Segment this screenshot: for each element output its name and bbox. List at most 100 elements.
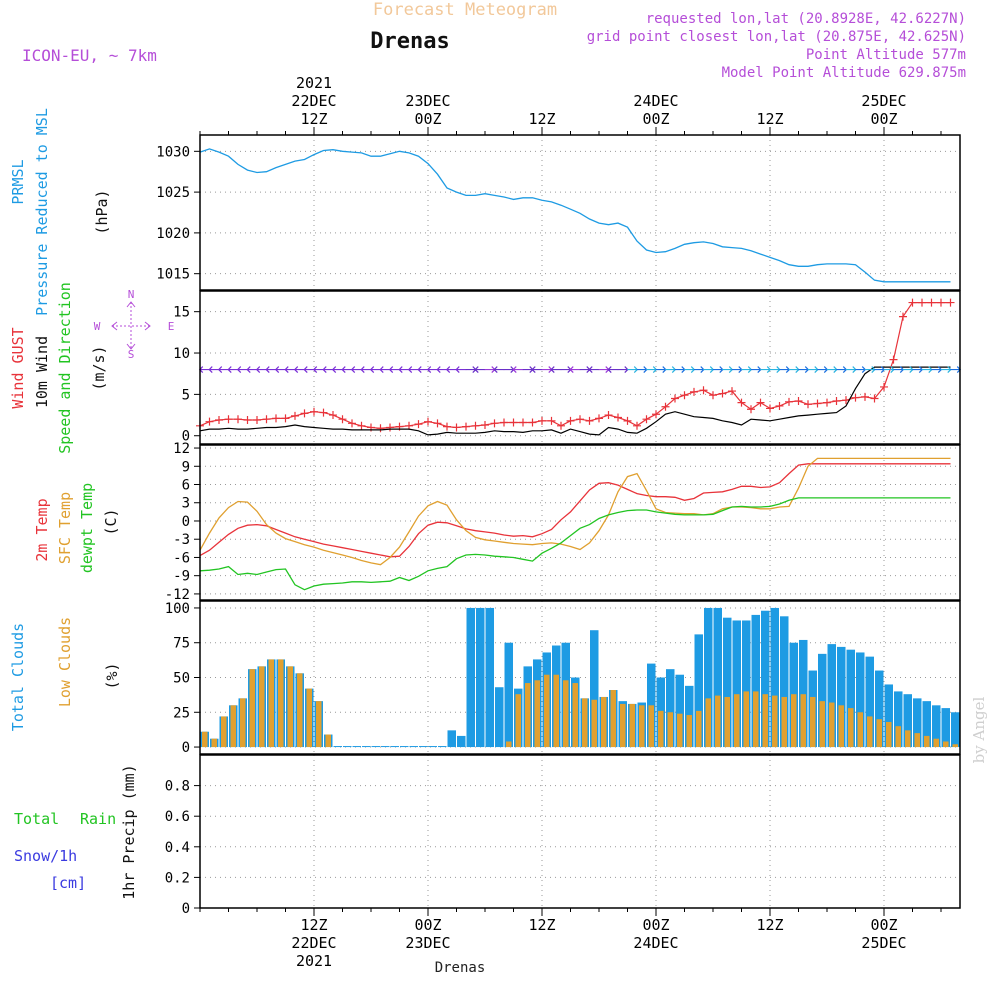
total-clouds-bar [419, 746, 428, 748]
total-clouds-bar [922, 701, 931, 748]
wind-direction-arrow [303, 366, 315, 373]
wind-direction-arrow [227, 366, 239, 373]
pressure-label-msl: Pressure Reduced to MSL [33, 108, 51, 316]
total-clouds-bar [780, 616, 789, 748]
gust-point [623, 416, 632, 425]
panel-frame [199, 754, 961, 909]
wind-direction-arrow [665, 366, 677, 373]
low-clouds-bar [221, 716, 227, 748]
top-time-label: 25DEC [861, 92, 906, 110]
wind-direction-arrow [798, 366, 810, 373]
total-clouds-bar [457, 735, 466, 748]
gust-point [348, 419, 356, 428]
temp-ytick-label: -6 [173, 550, 190, 566]
gust-point [310, 407, 318, 416]
point-altitude: Point Altitude 577m [806, 47, 966, 63]
total-clouds-bar [799, 639, 808, 748]
total-clouds-bar [333, 746, 342, 748]
bottom-time-label: 00Z [870, 916, 897, 934]
low-clouds-bar [658, 710, 664, 748]
model-altitude: Model Point Altitude 629.875m [722, 65, 966, 81]
low-clouds-bar [876, 719, 882, 748]
wind-direction-arrow [598, 366, 610, 373]
clouds-ytick-label: 25 [173, 705, 190, 721]
wind-direction-arrow [817, 366, 829, 373]
low-clouds-bar [696, 710, 702, 748]
gust-point [329, 411, 337, 420]
clouds-ytick-label: 0 [182, 740, 190, 756]
low-clouds-bar [810, 696, 816, 748]
top-time-label: 22DEC [291, 92, 336, 110]
gust-point [718, 389, 727, 398]
wind-direction-arrow [588, 366, 600, 373]
wind-direction-arrow [350, 366, 362, 373]
wind-axis-labels: Wind GUST 10m Wind Speed and Direction (… [9, 282, 108, 454]
gust-point [918, 298, 926, 307]
total-clouds-bar [761, 610, 770, 748]
wind-direction-arrow [684, 366, 696, 373]
wind-direction-arrow [731, 366, 743, 373]
pressure-ytick-label: 1020 [156, 226, 190, 242]
gust-point [642, 415, 651, 424]
wind-direction-arrow [636, 366, 648, 373]
wind-direction-arrow [531, 366, 543, 373]
gust-point [661, 402, 670, 411]
wind-direction-arrow [788, 366, 800, 373]
temp-label-2m: 2m Temp [33, 498, 51, 561]
wind-direction-arrow [312, 366, 324, 373]
wind-direction-arrow [198, 366, 210, 373]
gust-point [813, 399, 822, 408]
precip-label-total: Total [14, 810, 59, 828]
total-clouds-bar [371, 746, 380, 748]
wind-direction-arrow [741, 366, 753, 373]
wind-direction-arrow [693, 366, 705, 373]
gust-point [595, 414, 603, 423]
low-clouds-bar [582, 698, 588, 748]
wind-direction-arrow [407, 366, 419, 373]
pressure-ytick-label: 1015 [156, 267, 190, 283]
compass-east: E [168, 320, 175, 333]
wind-direction-arrow [426, 366, 438, 373]
gust-point [671, 394, 679, 403]
wind-ytick-label: 5 [182, 387, 190, 403]
wind-direction-arrow [550, 366, 562, 373]
low-clouds-bar [724, 696, 730, 748]
gust-point [300, 409, 309, 418]
low-clouds-bar [838, 705, 844, 748]
gust-point [376, 424, 385, 433]
temp-ytick-label: 9 [182, 459, 190, 475]
wind-direction-arrow [274, 366, 286, 373]
precip-axis-labels: Total Rain Snow/1h [cm] 1hr Precip (mm) [14, 764, 138, 899]
gust-point [253, 416, 261, 425]
temp-dewpt-series-line [199, 497, 951, 591]
wind-direction-arrow [760, 366, 772, 373]
wind-direction-arrow [617, 366, 629, 373]
low-clouds-bar [800, 694, 806, 748]
gust-series-line [199, 302, 951, 429]
compass-south: S [128, 348, 135, 361]
plot-layer [196, 148, 962, 748]
requested-coords: requested lon,lat (20.8928E, 42.6227N) [646, 11, 966, 27]
low-clouds-bar [544, 674, 550, 748]
total-clouds-bar [941, 708, 950, 748]
wind-unit: (m/s) [90, 345, 108, 390]
precip-label-rain: Rain [80, 810, 116, 828]
total-clouds-bar [837, 646, 846, 748]
gust-point [823, 398, 831, 407]
wind-direction-arrow [560, 366, 572, 373]
wind-direction-arrow [836, 366, 848, 373]
low-clouds-bar [895, 726, 901, 748]
low-clouds-bar [620, 703, 626, 748]
low-clouds-bar [572, 683, 578, 748]
gust-point [424, 417, 432, 426]
wind-direction-arrow [341, 366, 353, 373]
compass-arrow-w [111, 321, 118, 331]
low-clouds-bar [829, 702, 835, 748]
low-clouds-bar [705, 698, 711, 748]
temp-ytick-label: 6 [182, 478, 190, 494]
low-clouds-bar [867, 716, 873, 748]
gust-point [832, 396, 841, 405]
total-clouds-bar [666, 669, 675, 748]
top-time-label: 23DEC [405, 92, 450, 110]
gust-point [690, 387, 698, 396]
